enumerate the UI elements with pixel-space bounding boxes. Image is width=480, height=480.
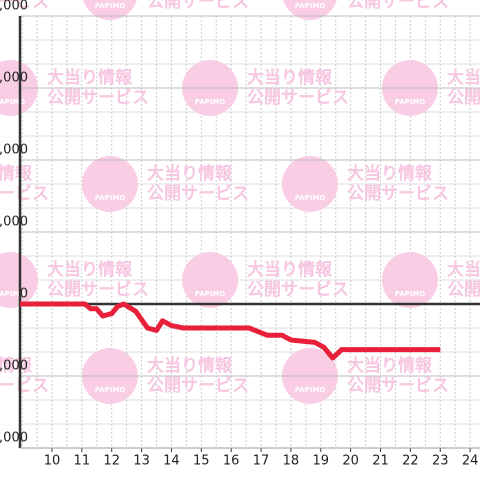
- y-tick-label: 9,000: [0, 71, 28, 86]
- watermark-logo: [82, 156, 138, 212]
- watermark-logo: [182, 252, 238, 308]
- watermark-text: 公開サービス: [0, 376, 49, 396]
- watermark-logo-text: PAPIMO: [395, 98, 426, 106]
- x-tick-label: 16: [223, 454, 240, 469]
- watermark-text: 大当り情報: [0, 163, 33, 184]
- watermark-text: 公開サービス: [447, 88, 480, 108]
- x-tick-label: 20: [342, 454, 359, 469]
- y-tick-label: -6,000: [0, 431, 28, 446]
- y-tick-label: 12,000: [0, 0, 28, 14]
- watermark-logo: [382, 252, 438, 308]
- watermark-logo-text: PAPIMO: [295, 2, 326, 10]
- x-tick-label: 22: [402, 454, 419, 469]
- x-tick-label: 10: [44, 454, 61, 469]
- watermark-text: 大当り情報: [347, 163, 433, 184]
- x-tick-label: 18: [283, 454, 300, 469]
- x-tick-label: 15: [193, 454, 210, 469]
- watermark-logo: [83, 0, 137, 20]
- watermark-text: 公開サービス: [247, 88, 349, 108]
- x-tick-label: 21: [372, 454, 389, 469]
- watermark-text: 公開サービス: [147, 376, 249, 396]
- watermark-text: 公開サービス: [347, 0, 449, 12]
- watermark-text: 公開サービス: [0, 0, 49, 12]
- watermark-text: 大当り情報: [47, 259, 133, 280]
- watermark-text: 大当り情報: [147, 355, 233, 376]
- x-tick-label: 17: [253, 454, 270, 469]
- watermark-text: 公開サービス: [347, 376, 449, 396]
- x-tick-label: 24: [462, 454, 479, 469]
- y-tick-label: 0: [20, 287, 28, 302]
- watermark-logo-text: PAPIMO: [95, 2, 126, 10]
- x-tick-label: 19: [313, 454, 330, 469]
- watermark-text: 公開サービス: [0, 184, 49, 204]
- watermark-text: 公開サービス: [347, 184, 449, 204]
- watermark-logo-text: PAPIMO: [295, 194, 326, 202]
- watermark-logo-text: PAPIMO: [195, 98, 226, 106]
- watermark-text: 大当り情報: [147, 163, 233, 184]
- watermark-text: 公開サービス: [447, 280, 480, 300]
- watermark-text: 公開サービス: [47, 280, 149, 300]
- watermark-logo-text: PAPIMO: [295, 386, 326, 394]
- watermark-text: 大当り情報: [447, 67, 480, 88]
- y-tick-label: 3,000: [0, 215, 28, 230]
- x-tick-label: 14: [163, 454, 180, 469]
- watermark-logo-text: PAPIMO: [95, 386, 126, 394]
- watermark-logo-text: PAPIMO: [395, 290, 426, 298]
- watermark-text: 大当り情報: [247, 67, 333, 88]
- watermark-text: 大当り情報: [447, 259, 480, 280]
- watermark-text: 大当り情報: [0, 355, 33, 376]
- x-tick-label: 11: [74, 454, 91, 469]
- watermark-text: 大当り情報: [47, 67, 133, 88]
- watermark-text: 公開サービス: [47, 88, 149, 108]
- x-tick-label: 12: [103, 454, 120, 469]
- watermark-text: 公開サービス: [247, 280, 349, 300]
- watermark-logo-text: PAPIMO: [0, 98, 25, 106]
- watermark-logo: [283, 0, 337, 20]
- y-tick-label: -3,000: [0, 359, 28, 374]
- watermark-text: 公開サービス: [147, 184, 249, 204]
- data-line: [20, 301, 441, 361]
- watermark-text: 公開サービス: [147, 0, 249, 12]
- y-tick-label: 6,000: [0, 143, 28, 158]
- watermark-logo-text: PAPIMO: [195, 290, 226, 298]
- watermark-text: 大当り情報: [347, 355, 433, 376]
- watermark-logo-text: PAPIMO: [0, 290, 25, 298]
- watermark-logo-text: PAPIMO: [95, 194, 126, 202]
- x-tick-label: 13: [133, 454, 150, 469]
- x-tick-label: 23: [432, 454, 449, 469]
- watermark-text: 大当り情報: [247, 259, 333, 280]
- watermark-logo: [282, 156, 338, 212]
